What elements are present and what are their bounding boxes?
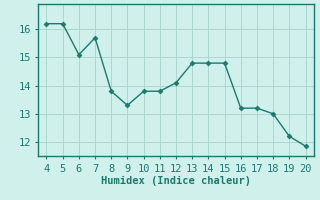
X-axis label: Humidex (Indice chaleur): Humidex (Indice chaleur) xyxy=(101,176,251,186)
